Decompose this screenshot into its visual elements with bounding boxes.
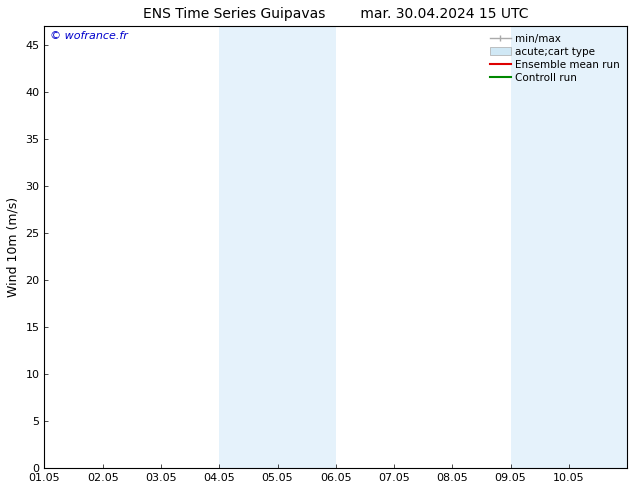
Y-axis label: Wind 10m (m/s): Wind 10m (m/s)	[7, 197, 20, 297]
Bar	[219, 26, 336, 468]
Legend: min/max, acute;cart type, Ensemble mean run, Controll run: min/max, acute;cart type, Ensemble mean …	[486, 29, 624, 87]
Bar	[510, 26, 627, 468]
Title: ENS Time Series Guipavas        mar. 30.04.2024 15 UTC: ENS Time Series Guipavas mar. 30.04.2024…	[143, 7, 529, 21]
Text: © wofrance.fr: © wofrance.fr	[50, 31, 128, 41]
